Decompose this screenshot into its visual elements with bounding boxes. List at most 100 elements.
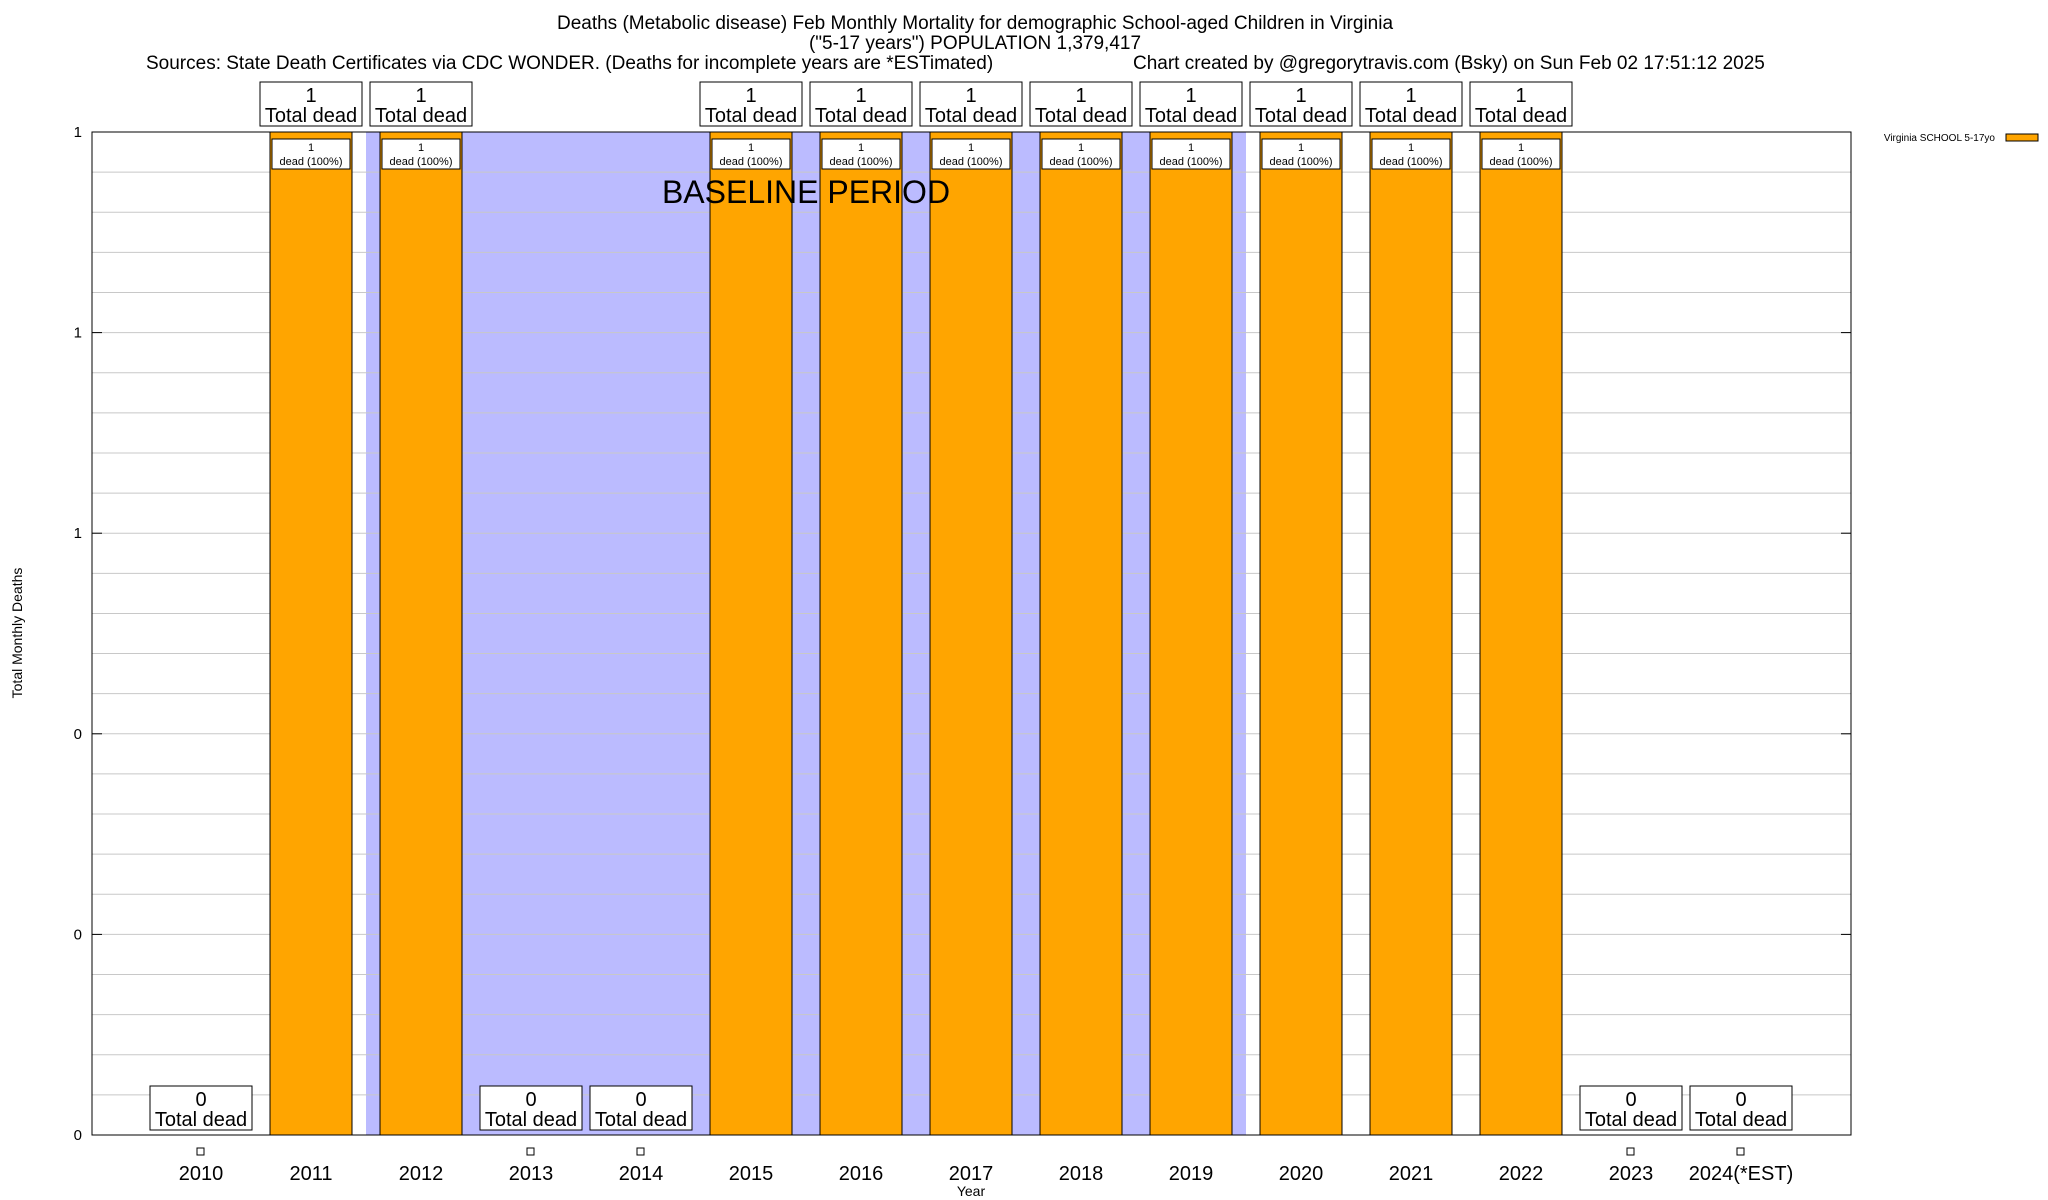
x-tick-label: 2017 xyxy=(949,1163,994,1185)
bar-inner-value: 1 xyxy=(748,142,754,154)
total-label-value: 1 xyxy=(1405,85,1416,107)
x-tick-label: 2014 xyxy=(619,1163,664,1185)
chart-credit: Chart created by @gregorytravis.com (Bsk… xyxy=(1133,53,1765,74)
bar-inner-percent: dead (100%) xyxy=(1490,156,1553,168)
bar-inner-percent: dead (100%) xyxy=(280,156,343,168)
x-tick-label: 2023 xyxy=(1609,1163,1654,1185)
x-tick-label: 2019 xyxy=(1169,1163,1214,1185)
total-label-value: 1 xyxy=(415,85,426,107)
legend: Virginia SCHOOL 5-17yo xyxy=(1884,133,2039,144)
bar-zero-marker xyxy=(196,1147,205,1156)
total-label-text: Total dead xyxy=(1475,105,1567,127)
total-label-box xyxy=(1469,81,1573,127)
bar xyxy=(1369,131,1453,1136)
bar xyxy=(1039,131,1123,1136)
x-tick-label: 2015 xyxy=(729,1163,774,1185)
total-label-text: Total dead xyxy=(1145,105,1237,127)
bar-inner-value: 1 xyxy=(1078,142,1084,154)
y-tick-label: 0 xyxy=(74,926,82,943)
bar-inner-value: 1 xyxy=(968,142,974,154)
x-tick-label: 2016 xyxy=(839,1163,884,1185)
total-label-box xyxy=(1579,1085,1683,1131)
x-tick-label: 2012 xyxy=(399,1163,444,1185)
bar-inner-label-box xyxy=(1151,138,1231,170)
bar xyxy=(1259,131,1343,1136)
total-label-text: Total dead xyxy=(1695,1109,1787,1131)
bar xyxy=(269,131,353,1136)
total-label-value: 1 xyxy=(1185,85,1196,107)
plot-frame xyxy=(91,131,1852,1136)
total-label-text: Total dead xyxy=(1365,105,1457,127)
x-tick-label: 2021 xyxy=(1389,1163,1434,1185)
total-label-box xyxy=(1359,81,1463,127)
bar-inner-percent: dead (100%) xyxy=(1380,156,1443,168)
total-label-text: Total dead xyxy=(1585,1109,1677,1131)
total-label-box xyxy=(369,81,473,127)
bar-inner-value: 1 xyxy=(418,142,424,154)
total-label-value: 0 xyxy=(525,1089,536,1111)
bar-inner-value: 1 xyxy=(1188,142,1194,154)
total-label-text: Total dead xyxy=(375,105,467,127)
bar-inner-label-box xyxy=(711,138,791,170)
x-tick-label: 2011 xyxy=(289,1163,332,1185)
bar-inner-value: 1 xyxy=(858,142,864,154)
total-label-box xyxy=(149,1085,253,1131)
total-label-value: 0 xyxy=(635,1089,646,1111)
total-label-value: 0 xyxy=(1625,1089,1636,1111)
bar-zero-marker xyxy=(526,1147,535,1156)
bar xyxy=(379,131,463,1136)
total-label-value: 1 xyxy=(1515,85,1526,107)
bar-inner-value: 1 xyxy=(1408,142,1414,154)
bar-inner-label-box xyxy=(271,138,351,170)
chart-title: Deaths (Metabolic disease) Feb Monthly M… xyxy=(556,13,1394,34)
bar xyxy=(819,131,903,1136)
x-tick-label: 2020 xyxy=(1279,1163,1324,1185)
bar-inner-value: 1 xyxy=(308,142,314,154)
total-label-text: Total dead xyxy=(815,105,907,127)
baseline-label: BASELINE PERIOD xyxy=(662,174,950,210)
total-label-box xyxy=(1139,81,1243,127)
legend-swatch xyxy=(2005,133,2039,142)
total-label-text: Total dead xyxy=(595,1109,687,1131)
bar-inner-label-box xyxy=(1481,138,1561,170)
y-tick-label: 1 xyxy=(74,325,82,342)
bar-inner-percent: dead (100%) xyxy=(390,156,453,168)
total-label-text: Total dead xyxy=(705,105,797,127)
total-label-box xyxy=(1689,1085,1793,1131)
y-tick-label: 1 xyxy=(74,124,82,141)
bar-inner-value: 1 xyxy=(1518,142,1524,154)
bar-inner-percent: dead (100%) xyxy=(830,156,893,168)
bar-inner-percent: dead (100%) xyxy=(720,156,783,168)
y-tick-label: 1 xyxy=(74,525,82,542)
y-tick-label: 0 xyxy=(74,726,82,743)
total-label-value: 1 xyxy=(1075,85,1086,107)
bar-inner-label-box xyxy=(1041,138,1121,170)
bar-inner-label-box xyxy=(381,138,461,170)
total-label-box xyxy=(919,81,1023,127)
total-label-box xyxy=(809,81,913,127)
total-label-text: Total dead xyxy=(925,105,1017,127)
bar-inner-percent: dead (100%) xyxy=(1160,156,1223,168)
total-label-value: 1 xyxy=(745,85,756,107)
bar-inner-percent: dead (100%) xyxy=(1270,156,1333,168)
bar-inner-percent: dead (100%) xyxy=(940,156,1003,168)
bar-zero-marker xyxy=(636,1147,645,1156)
x-tick-label: 2013 xyxy=(509,1163,554,1185)
total-label-box xyxy=(259,81,363,127)
bar xyxy=(1149,131,1233,1136)
total-label-box xyxy=(589,1085,693,1131)
x-tick-label: 2010 xyxy=(179,1163,224,1185)
x-axis-label: Year xyxy=(957,1183,986,1199)
total-label-value: 1 xyxy=(305,85,316,107)
bar xyxy=(709,131,793,1136)
bar-inner-label-box xyxy=(821,138,901,170)
chart-sources: Sources: State Death Certificates via CD… xyxy=(146,53,994,74)
bar-zero-marker xyxy=(1736,1147,1745,1156)
total-label-value: 1 xyxy=(1295,85,1306,107)
bar-inner-value: 1 xyxy=(1298,142,1304,154)
total-label-text: Total dead xyxy=(1255,105,1347,127)
bar xyxy=(1479,131,1563,1136)
total-label-text: Total dead xyxy=(485,1109,577,1131)
